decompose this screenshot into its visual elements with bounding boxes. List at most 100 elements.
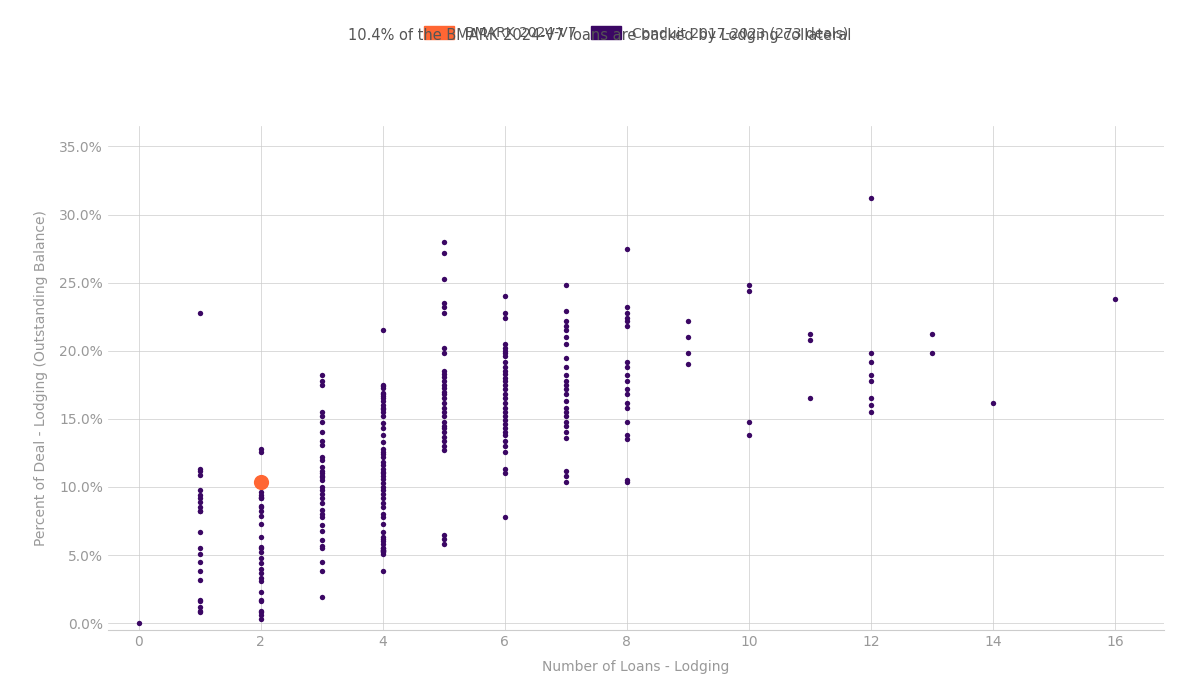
Point: [434, 389, 454, 400]
Point: [312, 505, 331, 516]
Point: [373, 484, 392, 496]
Point: [617, 361, 636, 372]
Point: [312, 519, 331, 531]
Point: [373, 492, 392, 503]
Point: [312, 427, 331, 438]
Point: [434, 397, 454, 408]
Point: [434, 431, 454, 442]
Point: [312, 470, 331, 482]
Legend: BMARK 2024-V7, Conduit 2017-2023 (273 deals): BMARK 2024-V7, Conduit 2017-2023 (273 de…: [419, 22, 853, 44]
Point: [373, 509, 392, 520]
Point: [496, 290, 515, 302]
Point: [557, 427, 576, 438]
Point: [190, 606, 209, 617]
Point: [312, 475, 331, 486]
Point: [251, 547, 270, 558]
Point: [190, 484, 209, 496]
Point: [862, 356, 881, 368]
Point: [251, 607, 270, 618]
Point: [312, 492, 331, 503]
Point: [312, 511, 331, 522]
Point: [678, 348, 697, 359]
Point: [862, 393, 881, 404]
Point: [557, 384, 576, 395]
Point: [312, 566, 331, 577]
Point: [312, 535, 331, 546]
Point: [373, 518, 392, 529]
Point: [190, 601, 209, 612]
Point: [251, 506, 270, 517]
Point: [373, 488, 392, 499]
Point: [373, 511, 392, 522]
Point: [496, 463, 515, 475]
Point: [373, 423, 392, 434]
Point: [434, 529, 454, 540]
Point: [617, 375, 636, 386]
Point: [557, 420, 576, 431]
Point: [862, 407, 881, 418]
Point: [190, 506, 209, 517]
Point: [373, 393, 392, 404]
Point: [312, 482, 331, 493]
Point: [557, 410, 576, 421]
Point: [434, 307, 454, 318]
Point: [434, 444, 454, 456]
Point: [434, 410, 454, 421]
Point: [373, 545, 392, 557]
Point: [496, 423, 515, 434]
Point: [190, 496, 209, 507]
Point: [434, 342, 454, 354]
Point: [251, 492, 270, 503]
Point: [251, 606, 270, 617]
Point: [617, 430, 636, 441]
Point: [373, 566, 392, 577]
Point: [373, 498, 392, 509]
Point: [496, 375, 515, 386]
Point: [496, 379, 515, 391]
Point: [251, 510, 270, 522]
Point: [557, 476, 576, 487]
Point: [557, 470, 576, 482]
Point: [312, 488, 331, 499]
Point: [373, 545, 392, 557]
Point: [557, 389, 576, 400]
Point: [678, 332, 697, 343]
Point: [557, 315, 576, 326]
Point: [557, 361, 576, 372]
Point: [190, 548, 209, 559]
Point: [434, 416, 454, 427]
Point: [496, 468, 515, 479]
Point: [496, 351, 515, 362]
Point: [312, 407, 331, 418]
Point: [434, 533, 454, 545]
Point: [434, 440, 454, 452]
Point: [251, 596, 270, 607]
Point: [190, 556, 209, 568]
Point: [251, 492, 270, 503]
Point: [190, 574, 209, 585]
Point: [312, 465, 331, 476]
Point: [373, 452, 392, 463]
X-axis label: Number of Loans - Lodging: Number of Loans - Lodging: [542, 660, 730, 674]
Point: [373, 436, 392, 447]
Point: [312, 556, 331, 568]
Point: [557, 379, 576, 391]
Point: [373, 417, 392, 428]
Point: [190, 463, 209, 475]
Point: [739, 416, 758, 427]
Text: 10.4% of the BMARK 2024-V7 loans are backed by Lodging collateral: 10.4% of the BMARK 2024-V7 loans are bac…: [348, 28, 852, 43]
Point: [862, 370, 881, 381]
Point: [373, 533, 392, 545]
Y-axis label: Percent of Deal - Lodging (Outstanding Balance): Percent of Deal - Lodging (Outstanding B…: [34, 210, 48, 546]
Point: [800, 329, 820, 340]
Point: [617, 476, 636, 487]
Point: [557, 465, 576, 476]
Point: [923, 329, 942, 340]
Point: [496, 407, 515, 418]
Point: [557, 395, 576, 407]
Point: [373, 325, 392, 336]
Point: [373, 400, 392, 411]
Point: [557, 352, 576, 363]
Point: [496, 356, 515, 368]
Point: [434, 371, 454, 382]
